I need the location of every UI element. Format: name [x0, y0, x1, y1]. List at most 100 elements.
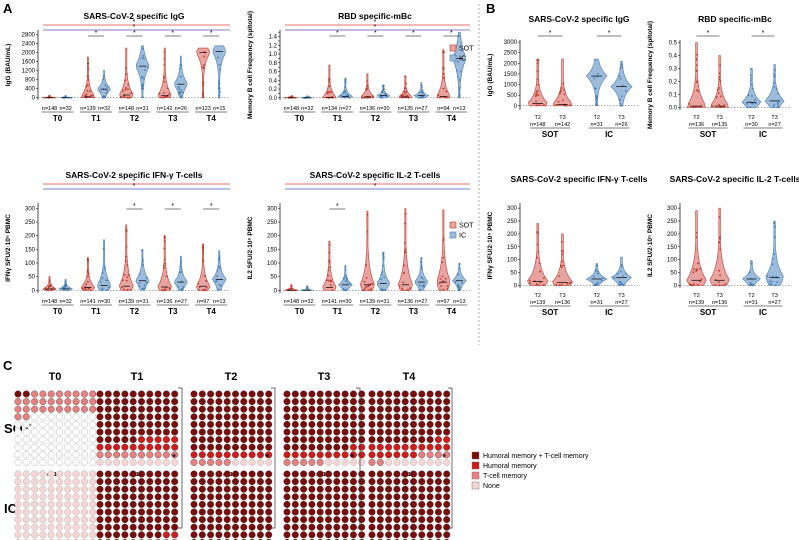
waffle-dot	[333, 443, 341, 451]
waffle-dot	[434, 443, 442, 451]
waffle-dot	[300, 508, 308, 516]
waffle-dot	[89, 485, 97, 493]
a3-tp-label: T2	[130, 307, 140, 316]
waffle-dot	[113, 443, 121, 451]
waffle-dot	[121, 398, 129, 406]
a2-sot-t2-point	[366, 84, 369, 87]
waffle-dot	[341, 436, 349, 444]
waffle-dot	[316, 493, 324, 501]
a3-ic-t0-point	[64, 280, 67, 282]
waffle-dot	[146, 420, 154, 428]
waffle-dot	[14, 458, 22, 466]
a3-sot-trend-star: *	[133, 178, 136, 185]
waffle-dot	[113, 478, 121, 486]
a3-sot-t1-point	[81, 287, 84, 290]
waffle-dot	[80, 485, 88, 493]
waffle-dot	[171, 405, 179, 413]
a1-sot-t4-point	[202, 93, 205, 96]
waffle-dot	[401, 523, 409, 531]
waffle-dot	[325, 458, 332, 466]
waffle-ic-t4: n=15	[368, 470, 451, 540]
a3-sot-t1-point	[87, 271, 89, 273]
waffle-dot	[14, 493, 22, 501]
waffle-dot	[316, 516, 324, 524]
b1-ic-t2-point	[596, 95, 599, 97]
waffle-dot	[96, 390, 104, 398]
waffle-dot	[190, 470, 198, 478]
waffle-dot	[308, 485, 316, 493]
a1-sot-t4-point	[203, 55, 206, 58]
waffle-dot	[80, 493, 88, 501]
a4-ic-t1-point	[345, 288, 347, 291]
b1-sot-t3-point	[557, 100, 560, 103]
waffle-dot	[223, 500, 231, 508]
waffle-dot	[56, 420, 63, 428]
b4-ic-t3-point	[774, 284, 777, 287]
a1-sot-t3-point	[163, 51, 166, 54]
b3-sot-t2-point	[529, 282, 532, 284]
waffle-dot	[426, 500, 434, 508]
waffle-dot	[401, 451, 409, 459]
a3-ic-t2-point	[142, 263, 144, 266]
a2-sot-t4-point	[437, 94, 440, 97]
a1-pair-sig-star: *	[95, 30, 98, 37]
bracket-star: *	[172, 452, 177, 464]
waffle-dot	[232, 516, 239, 524]
waffle-dot	[300, 420, 308, 428]
a2-sot-t2-point	[366, 80, 368, 83]
waffle-sot-t2: n=146	[190, 390, 273, 478]
waffle-dot	[198, 451, 206, 459]
a1-ic-t4-point	[217, 56, 220, 59]
waffle-dot	[72, 443, 80, 451]
b3-sot-t3-point	[562, 251, 564, 253]
a2-sot-t4-point	[443, 77, 446, 80]
waffle-dot	[325, 516, 332, 524]
bracket-star: *	[442, 452, 447, 464]
waffle-dot	[64, 436, 72, 444]
a2-ic-t1-point	[344, 91, 347, 93]
a1-sot-t3-point	[160, 96, 162, 99]
waffle-dot	[291, 523, 299, 531]
waffle-title-t1: T1	[131, 371, 144, 383]
waffle-dot	[418, 531, 426, 539]
waffle-dot	[198, 436, 206, 444]
waffle-dot	[283, 500, 291, 508]
waffle-dot	[283, 478, 291, 486]
waffle-dot	[39, 405, 47, 413]
waffle-dot	[376, 443, 384, 451]
a3-ic-t0-point	[66, 289, 69, 292]
a3-sot-t0-point	[52, 287, 55, 289]
waffle-dot	[265, 428, 273, 436]
a4-ic-t1-point	[342, 288, 345, 290]
a4-ic-t2-point	[382, 258, 385, 260]
waffle-dot	[341, 428, 349, 436]
waffle-dot	[341, 478, 349, 486]
waffle-dot	[349, 478, 357, 486]
waffle-dot	[207, 516, 215, 524]
waffle-dot	[341, 405, 349, 413]
a4-sot-t1-violin	[322, 240, 337, 291]
waffle-dot	[121, 531, 129, 539]
a4-y-ticklabel: 250	[267, 220, 278, 226]
b3-n-label: n=139	[530, 300, 545, 306]
waffle-dot	[232, 478, 239, 486]
a4-ic-t1-point	[344, 279, 347, 282]
waffle-dot	[129, 508, 137, 516]
a3-sot-t1-point	[87, 260, 90, 262]
a4-ic-t2-point	[382, 289, 385, 292]
waffle-dot	[401, 516, 409, 524]
a4-sot-t1-point	[328, 251, 330, 254]
a1-y-label: IgG (BAU/mL)	[5, 44, 12, 87]
waffle-dot	[393, 436, 401, 444]
a3-ic-t3-point	[182, 286, 185, 288]
waffle-dot	[283, 523, 291, 531]
b1-sot-t2-point	[535, 100, 537, 103]
a2-ic-t3-point	[418, 91, 421, 94]
b1-ic-t3-point	[620, 64, 623, 66]
waffle-dot	[39, 508, 47, 516]
a1-y-ticklabel: 1200	[22, 69, 36, 75]
waffle-dot	[223, 485, 231, 493]
